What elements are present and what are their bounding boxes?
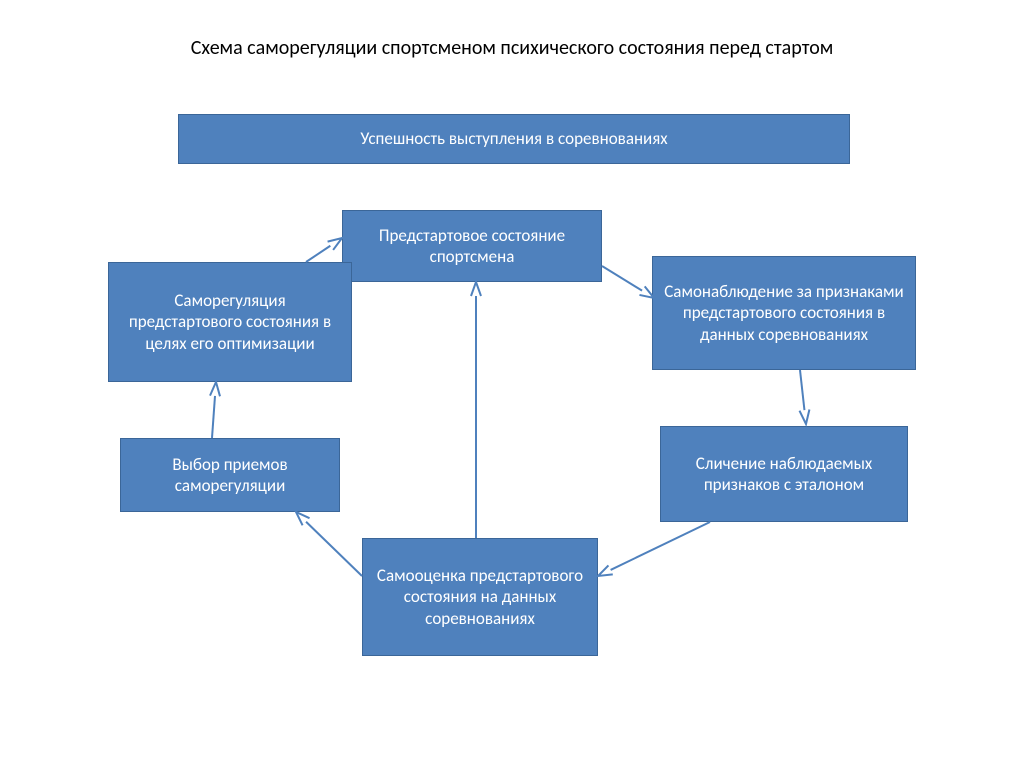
node-left1-label: Саморегуляция предстартового состояния в… xyxy=(119,290,341,354)
node-right1-label: Самонаблюдение за признаками предстартов… xyxy=(663,281,905,345)
node-top-label: Успешность выступления в соревнованиях xyxy=(360,128,667,149)
node-bottom: Самооценка предстартового состояния на д… xyxy=(362,538,598,656)
node-center: Предстартовое состояние спортсмена xyxy=(342,210,602,282)
page-title: Схема саморегуляции спортсменом психичес… xyxy=(100,36,924,60)
node-top: Успешность выступления в соревнованиях xyxy=(178,114,850,164)
node-right1: Самонаблюдение за признаками предстартов… xyxy=(652,256,916,370)
node-bottom-label: Самооценка предстартового состояния на д… xyxy=(373,565,587,629)
node-left2-label: Выбор приемов саморегуляции xyxy=(131,454,329,497)
node-right2-label: Сличение наблюдаемых признаков с эталоно… xyxy=(671,453,897,496)
node-right2: Сличение наблюдаемых признаков с эталоно… xyxy=(660,426,908,522)
node-left2: Выбор приемов саморегуляции xyxy=(120,438,340,512)
node-left1: Саморегуляция предстартового состояния в… xyxy=(108,262,352,382)
node-center-label: Предстартовое состояние спортсмена xyxy=(353,225,591,268)
